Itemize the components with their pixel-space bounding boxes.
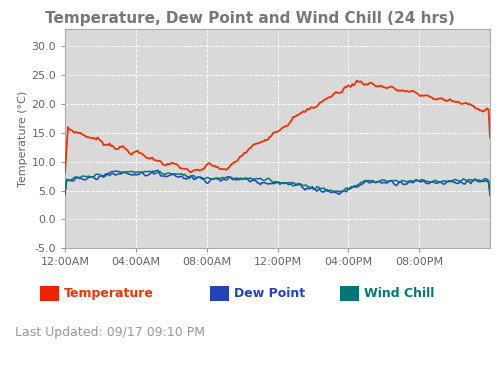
Text: Temperature, Dew Point and Wind Chill (24 hrs): Temperature, Dew Point and Wind Chill (2…	[45, 11, 455, 26]
Text: Temperature: Temperature	[64, 287, 154, 300]
Text: Wind Chill: Wind Chill	[364, 287, 434, 300]
Text: Dew Point: Dew Point	[234, 287, 305, 300]
Text: Last Updated: 09/17 09:10 PM: Last Updated: 09/17 09:10 PM	[15, 326, 205, 339]
Y-axis label: Temperature (°C): Temperature (°C)	[18, 91, 28, 187]
